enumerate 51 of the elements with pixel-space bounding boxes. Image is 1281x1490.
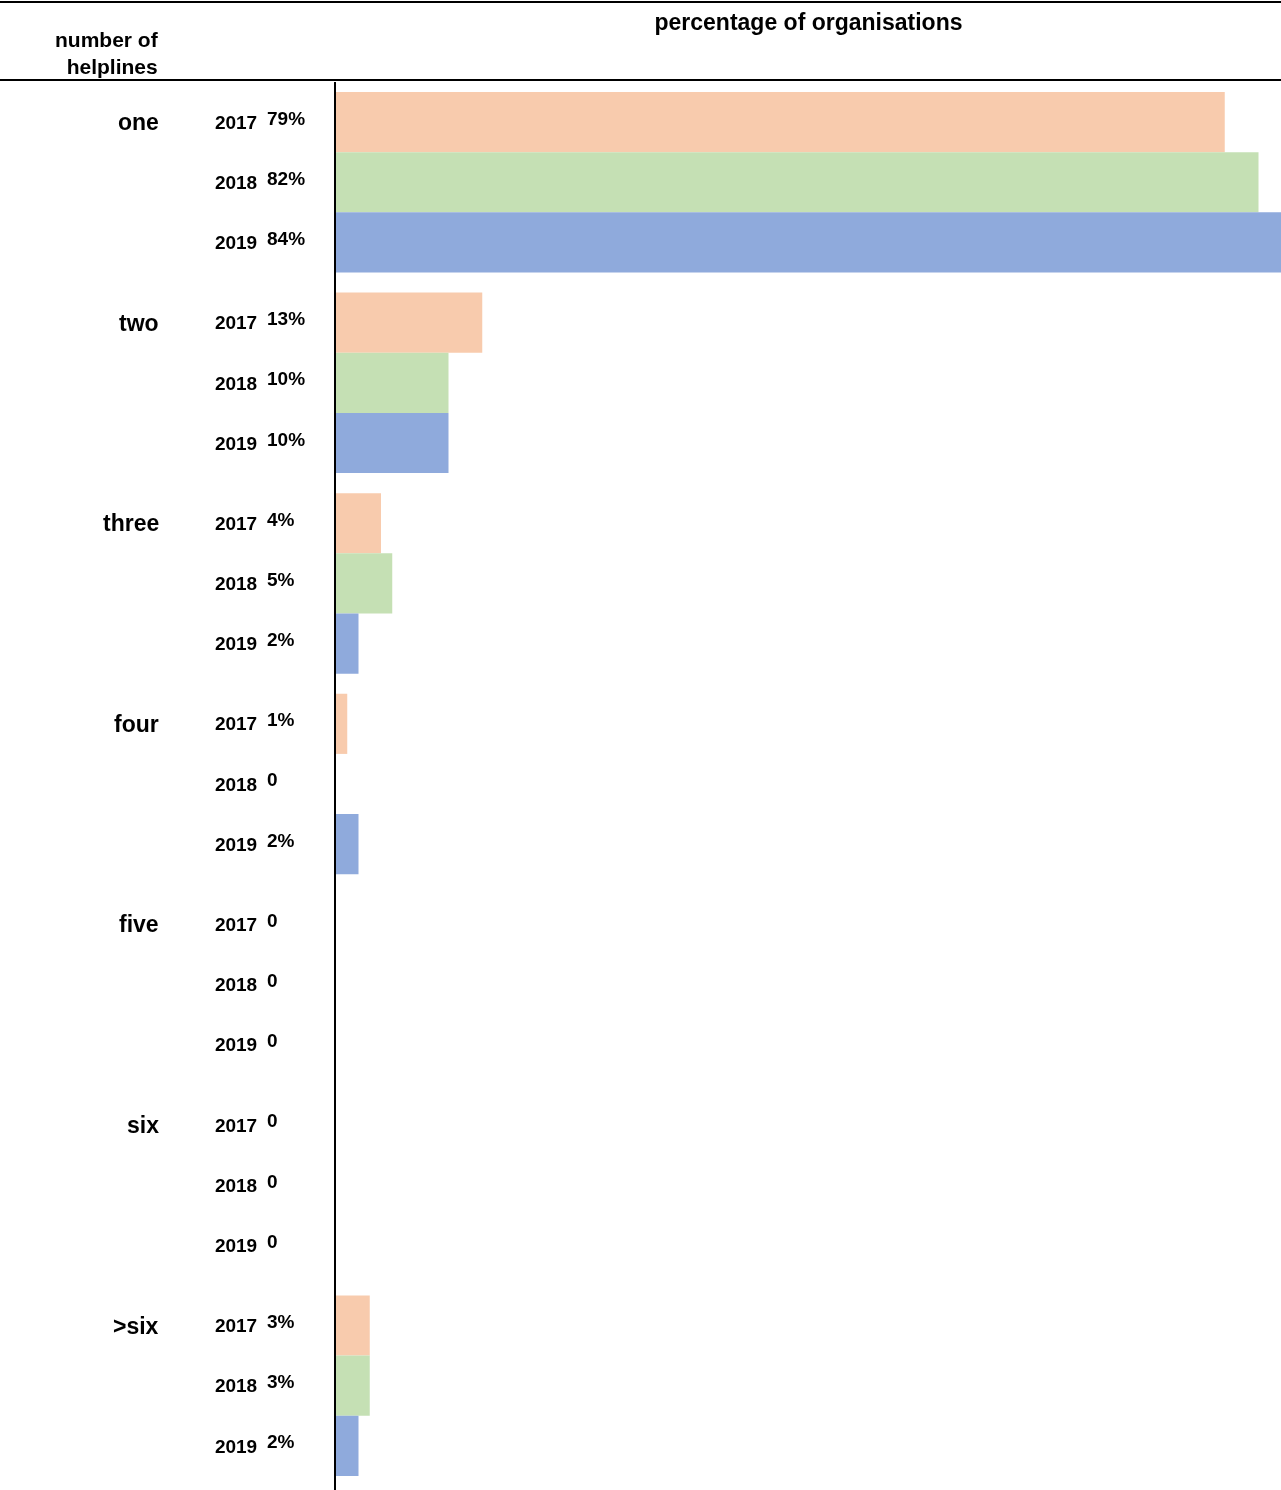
y-tick-label: 2019: [214, 1234, 258, 1256]
y-tick-label: 2017: [214, 111, 258, 133]
y-tick-label: 2018: [214, 372, 258, 394]
y-tick-label: 2018: [214, 1174, 258, 1196]
y-axis-title: number of helplines: [55, 28, 159, 79]
y-tick-label: 2019: [214, 432, 258, 454]
text: six: [127, 1112, 160, 1138]
data-label: 0: [267, 769, 278, 790]
data-label: 13%: [267, 308, 306, 329]
data-label: 10%: [267, 368, 306, 389]
data-label: 2%: [267, 629, 295, 650]
data-label: 79%: [267, 108, 306, 129]
data-label: 82%: [267, 168, 306, 189]
y-tick-label: 2017: [214, 914, 258, 936]
data-label: 0: [267, 970, 278, 991]
data-label: 84%: [267, 228, 306, 249]
data-label: 0: [267, 1171, 278, 1192]
y-tick-label: 2017: [214, 1114, 258, 1136]
y-tick-label: 2017: [214, 713, 258, 735]
y-tick-label: 2019: [214, 232, 258, 254]
y-tick-label: 2017: [214, 1315, 258, 1337]
y-tick-label: 2019: [214, 633, 258, 655]
data-label: 0: [267, 1231, 278, 1252]
y-tick-label: 2018: [214, 773, 258, 795]
data-label: 0: [267, 910, 278, 931]
y-tick-label: 2019: [214, 833, 258, 855]
y-tick-label: 2017: [214, 312, 258, 334]
data-label: 10%: [267, 429, 306, 450]
y-tick-label: 2018: [214, 171, 258, 193]
y-tick-label: 2018: [214, 573, 258, 595]
y-tick-label: 2018: [214, 1375, 258, 1397]
text: three: [103, 510, 160, 536]
data-label: 2%: [267, 830, 295, 851]
y-tick-label: 2019: [214, 1435, 258, 1457]
data-label: 0: [267, 1110, 278, 1131]
data-label: 4%: [267, 509, 295, 530]
text: two: [119, 310, 159, 336]
y-tick-label: 2018: [214, 974, 258, 996]
data-label: 3%: [267, 1311, 295, 1332]
text: one: [118, 109, 159, 135]
data-label: 1%: [267, 709, 295, 730]
text: five: [119, 911, 159, 937]
text: four: [114, 711, 159, 737]
data-label: 0: [267, 1030, 278, 1051]
data-label: 3%: [267, 1371, 295, 1392]
chart-title: percentage of organisations: [654, 9, 963, 36]
text: >six: [113, 1313, 159, 1339]
data-label: 2%: [267, 1431, 295, 1452]
y-tick-label: 2017: [214, 512, 258, 534]
data-label: 5%: [267, 569, 295, 590]
y-tick-label: 2019: [214, 1034, 258, 1056]
